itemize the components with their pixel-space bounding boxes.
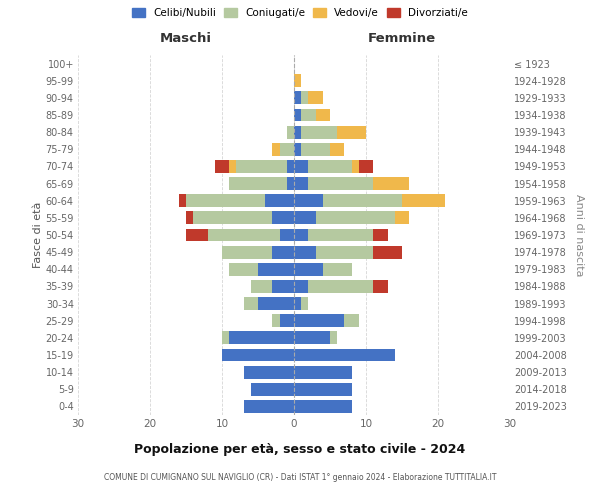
- Legend: Celibi/Nubili, Coniugati/e, Vedovi/e, Divorziati/e: Celibi/Nubili, Coniugati/e, Vedovi/e, Di…: [129, 5, 471, 21]
- Bar: [294, 160, 308, 173]
- Bar: [301, 297, 308, 310]
- Bar: [308, 228, 373, 241]
- Bar: [294, 246, 316, 258]
- Bar: [287, 126, 294, 138]
- Bar: [308, 280, 373, 293]
- Bar: [294, 126, 301, 138]
- Bar: [251, 280, 272, 293]
- Bar: [294, 74, 301, 87]
- Bar: [373, 280, 388, 293]
- Bar: [301, 143, 330, 156]
- Bar: [229, 332, 294, 344]
- Bar: [330, 143, 344, 156]
- Bar: [208, 228, 280, 241]
- Bar: [229, 177, 287, 190]
- Bar: [280, 228, 294, 241]
- Bar: [294, 92, 301, 104]
- Bar: [186, 228, 208, 241]
- Bar: [258, 297, 294, 310]
- Bar: [373, 246, 402, 258]
- Bar: [294, 348, 395, 362]
- Text: COMUNE DI CUMIGNANO SUL NAVIGLIO (CR) - Dati ISTAT 1° gennaio 2024 - Elaborazion: COMUNE DI CUMIGNANO SUL NAVIGLIO (CR) - …: [104, 472, 496, 482]
- Bar: [316, 108, 330, 122]
- Bar: [316, 212, 395, 224]
- Bar: [337, 126, 366, 138]
- Bar: [294, 143, 301, 156]
- Bar: [395, 212, 409, 224]
- Bar: [258, 263, 294, 276]
- Bar: [301, 92, 308, 104]
- Bar: [280, 143, 294, 156]
- Bar: [193, 212, 272, 224]
- Bar: [294, 332, 330, 344]
- Bar: [186, 194, 265, 207]
- Bar: [344, 314, 359, 327]
- Bar: [316, 246, 373, 258]
- Bar: [352, 160, 359, 173]
- Bar: [272, 246, 294, 258]
- Text: Popolazione per età, sesso e stato civile - 2024: Popolazione per età, sesso e stato civil…: [134, 442, 466, 456]
- Bar: [294, 280, 308, 293]
- Bar: [301, 108, 316, 122]
- Bar: [222, 332, 229, 344]
- Bar: [272, 143, 280, 156]
- Bar: [323, 194, 402, 207]
- Bar: [294, 212, 316, 224]
- Bar: [373, 228, 388, 241]
- Bar: [330, 332, 337, 344]
- Bar: [308, 160, 352, 173]
- Bar: [215, 160, 229, 173]
- Bar: [294, 314, 344, 327]
- Bar: [294, 194, 323, 207]
- Bar: [294, 263, 323, 276]
- Bar: [244, 297, 258, 310]
- Bar: [244, 400, 294, 413]
- Bar: [287, 160, 294, 173]
- Bar: [272, 280, 294, 293]
- Bar: [308, 177, 373, 190]
- Bar: [229, 263, 258, 276]
- Y-axis label: Anni di nascita: Anni di nascita: [574, 194, 584, 276]
- Bar: [222, 348, 294, 362]
- Y-axis label: Fasce di età: Fasce di età: [32, 202, 43, 268]
- Bar: [373, 177, 409, 190]
- Bar: [222, 246, 272, 258]
- Text: Maschi: Maschi: [160, 32, 212, 45]
- Bar: [359, 160, 373, 173]
- Bar: [265, 194, 294, 207]
- Bar: [294, 383, 352, 396]
- Bar: [251, 383, 294, 396]
- Bar: [280, 314, 294, 327]
- Bar: [294, 177, 308, 190]
- Bar: [294, 108, 301, 122]
- Bar: [301, 126, 337, 138]
- Bar: [294, 366, 352, 378]
- Bar: [186, 212, 193, 224]
- Bar: [294, 400, 352, 413]
- Bar: [402, 194, 445, 207]
- Bar: [229, 160, 236, 173]
- Bar: [294, 297, 301, 310]
- Bar: [236, 160, 287, 173]
- Bar: [179, 194, 186, 207]
- Bar: [294, 228, 308, 241]
- Text: Femmine: Femmine: [368, 32, 436, 45]
- Bar: [272, 314, 280, 327]
- Bar: [287, 177, 294, 190]
- Bar: [244, 366, 294, 378]
- Bar: [308, 92, 323, 104]
- Bar: [323, 263, 352, 276]
- Bar: [272, 212, 294, 224]
